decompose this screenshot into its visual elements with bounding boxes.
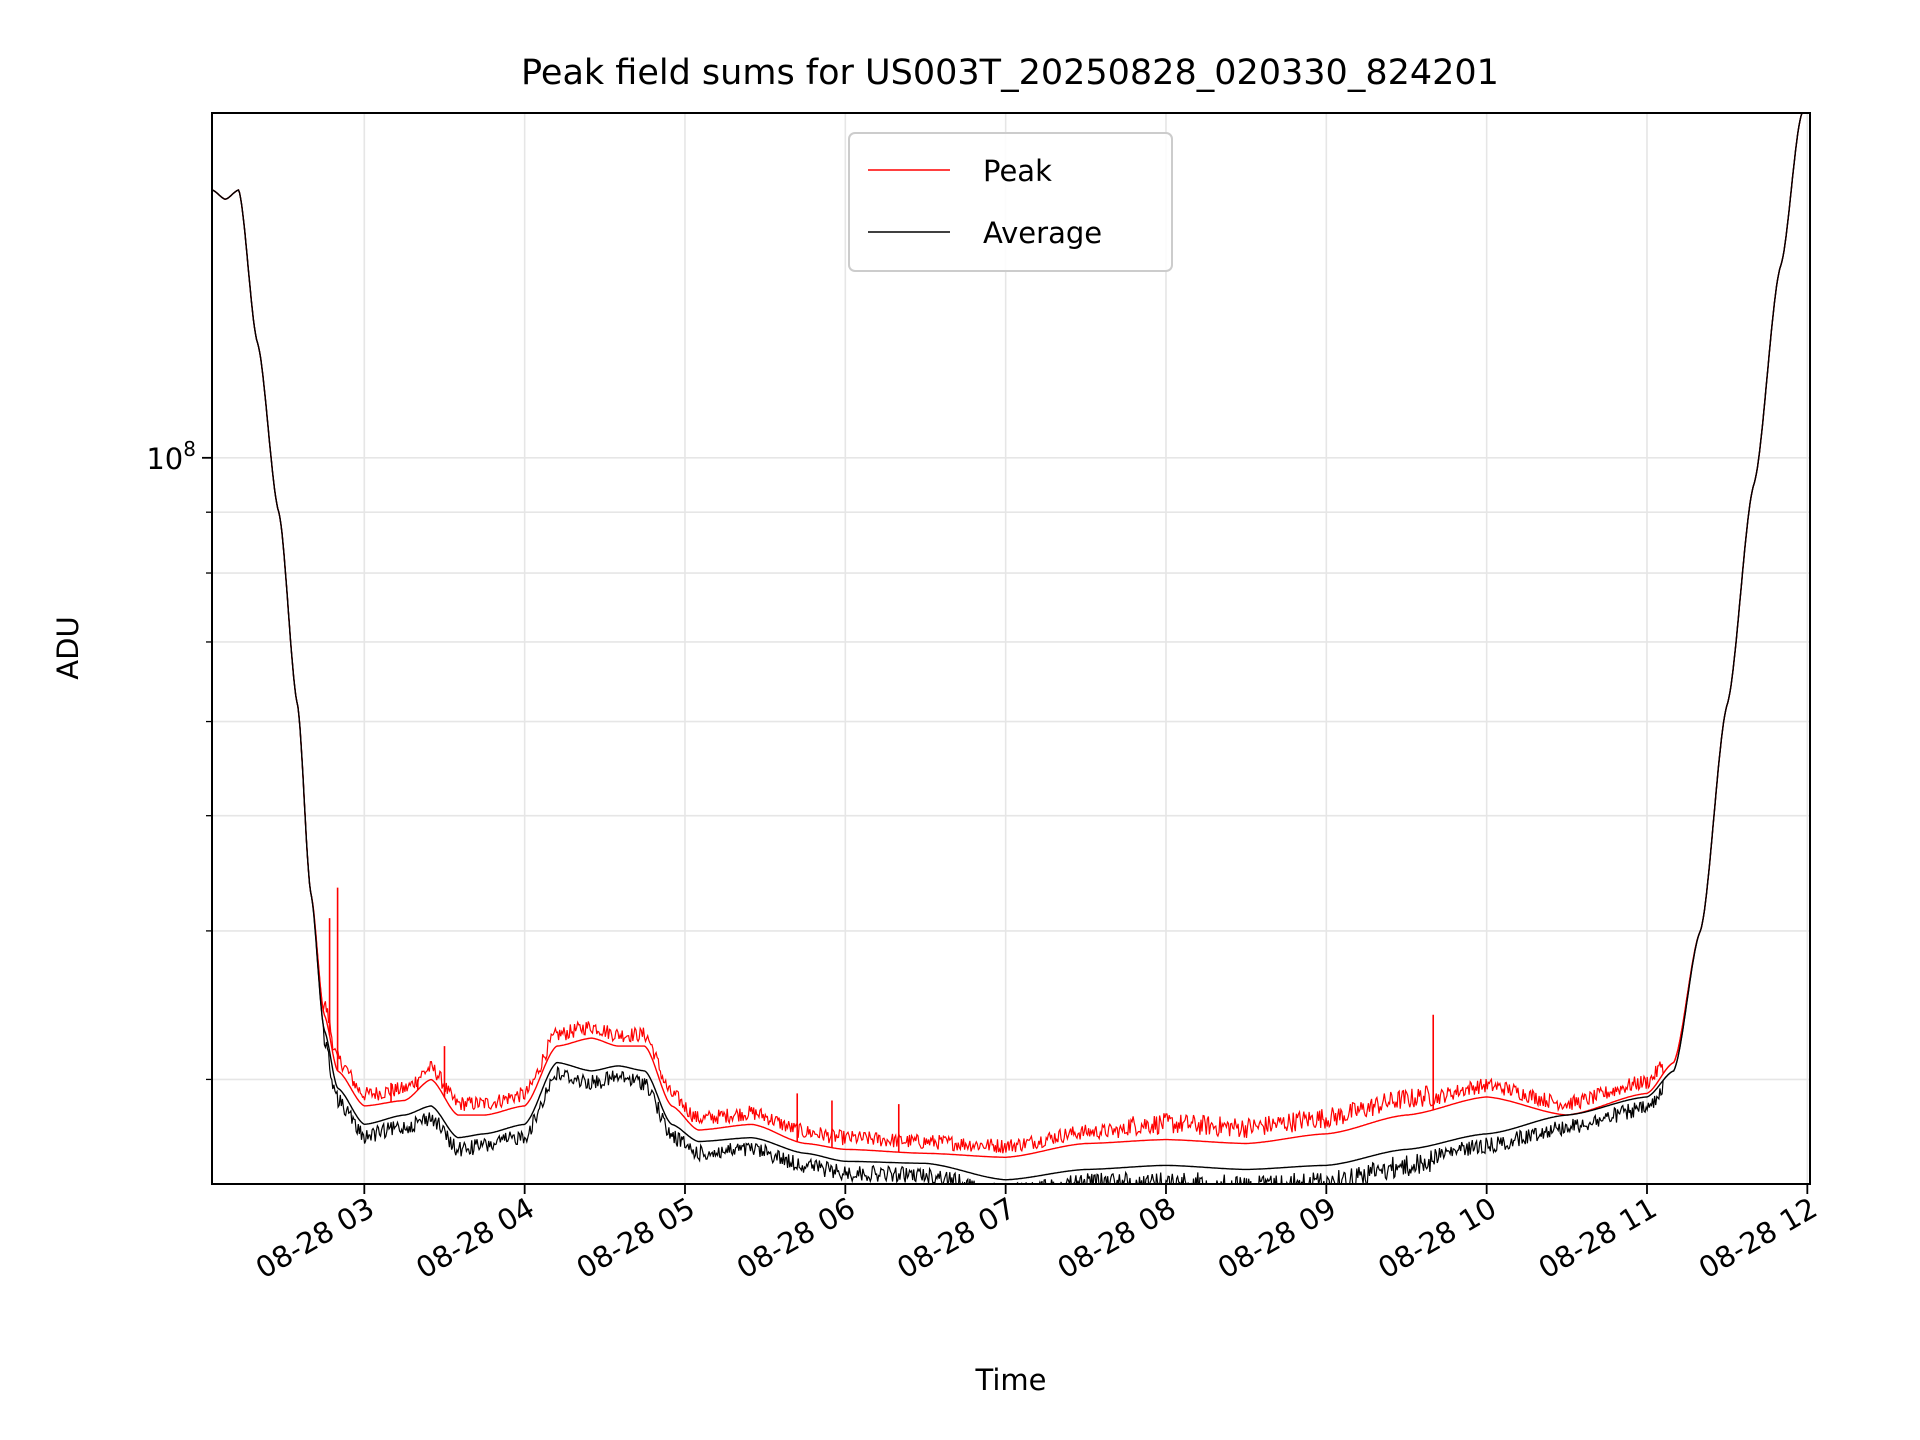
- y-axis: 108: [146, 437, 212, 1081]
- grid: [212, 113, 1810, 1184]
- legend: Peak Average: [848, 132, 1173, 272]
- series-peak-line: [212, 113, 1803, 1158]
- y-axis-label: ADU: [51, 616, 85, 679]
- series-average-noise: [212, 113, 1803, 1184]
- y-tick-label-base: 10: [146, 442, 183, 476]
- series-peak-noise: [212, 113, 1803, 1154]
- series-layer: [212, 113, 1803, 1184]
- x-axis-label: Time: [975, 1363, 1047, 1397]
- y-tick-label-exponent: 8: [183, 437, 196, 461]
- plot-frame: [211, 112, 1811, 1185]
- legend-box: [848, 132, 1173, 272]
- legend-label-peak: Peak: [983, 154, 1052, 188]
- legend-label-average: Average: [983, 216, 1102, 250]
- chart-title: Peak field sums for US003T_20250828_0203…: [521, 53, 1499, 93]
- y-tick-label: 108: [146, 437, 196, 476]
- series-average-line: [212, 113, 1803, 1181]
